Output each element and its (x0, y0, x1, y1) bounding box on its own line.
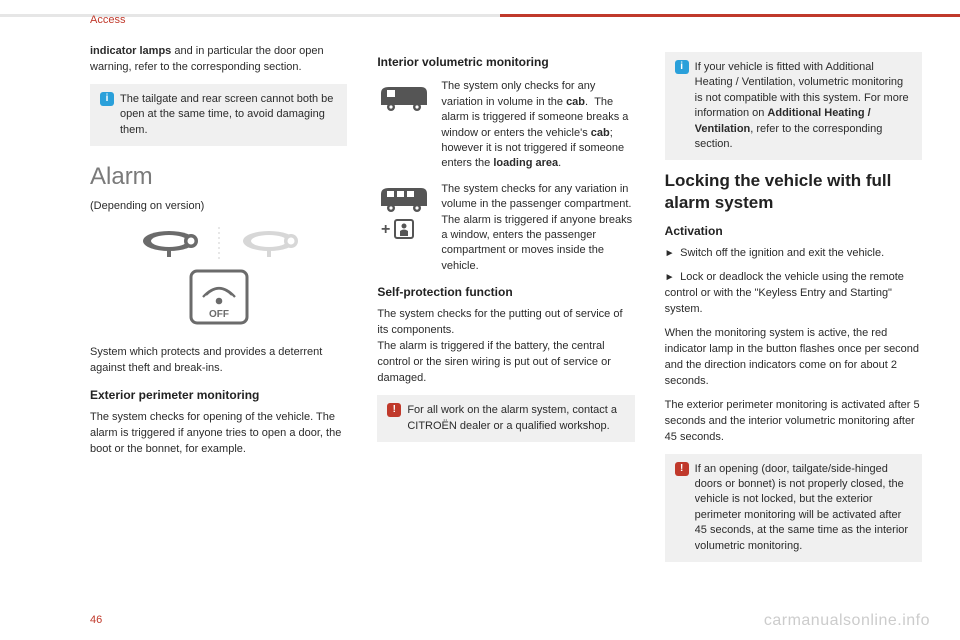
column-2: Interior volumetric monitoring The syste… (377, 44, 634, 572)
topline-red (500, 14, 960, 17)
info-text: The tailgate and rear screen cannot both… (120, 92, 337, 138)
passenger-desc: The system checks for any variation in v… (441, 182, 634, 274)
van-passenger-icon: + (377, 182, 431, 274)
activation-bullet-2: ► Lock or deadlock the vehicle using the… (665, 270, 922, 318)
lead-text: indicator lamps and in particular the do… (90, 44, 347, 76)
alarm-figure: OFF (90, 223, 347, 333)
warn-text: For all work on the alarm system, contac… (407, 403, 624, 434)
warn-icon: ! (387, 403, 401, 417)
watermark: carmanualsonline.info (764, 612, 930, 630)
content-columns: indicator lamps and in particular the do… (0, 0, 960, 572)
warn-text: If an opening (door, tailgate/side-hinge… (695, 462, 912, 554)
info-box-tailgate: i The tailgate and rear screen cannot bo… (90, 84, 347, 146)
bullet-2-text: Lock or deadlock the vehicle using the r… (665, 271, 904, 315)
self-title: Self-protection function (377, 284, 634, 301)
activation-title: Activation (665, 223, 922, 240)
svg-text:OFF: OFF (209, 309, 229, 320)
section-header: Access (90, 14, 125, 26)
van-cab-icon (377, 79, 431, 171)
interior-title: Interior volumetric monitoring (377, 54, 634, 71)
alarm-subtitle: (Depending on version) (90, 199, 347, 215)
info-text: If your vehicle is fitted with Additiona… (695, 60, 912, 152)
warn-box-workshop: ! For all work on the alarm system, cont… (377, 395, 634, 442)
locking-title: Locking the vehicle with full alarm syst… (665, 170, 922, 213)
column-1: indicator lamps and in particular the do… (90, 44, 347, 572)
info-icon: i (675, 60, 689, 74)
alarm-desc: System which protects and provides a det… (90, 345, 347, 377)
info-box-heating: i If your vehicle is fitted with Additio… (665, 52, 922, 160)
page-number: 46 (90, 614, 102, 626)
activation-p1: When the monitoring system is active, th… (665, 326, 922, 390)
info-icon: i (100, 92, 114, 106)
cab-desc: The system only checks for any variation… (441, 79, 634, 171)
exterior-desc: The system checks for opening of the veh… (90, 410, 347, 458)
svg-text:+: + (381, 221, 390, 238)
topline-gray (0, 14, 500, 17)
warn-box-opening: ! If an opening (door, tailgate/side-hin… (665, 454, 922, 562)
column-3: i If your vehicle is fitted with Additio… (665, 44, 922, 572)
icon-row-cab: The system only checks for any variation… (377, 79, 634, 171)
exterior-title: Exterior perimeter monitoring (90, 387, 347, 404)
activation-p2: The exterior perimeter monitoring is act… (665, 398, 922, 446)
warn-icon: ! (675, 462, 689, 476)
activation-bullet-1: ► Switch off the ignition and exit the v… (665, 246, 922, 262)
alarm-title: Alarm (90, 160, 347, 195)
top-bar (0, 0, 960, 28)
bullet-1-text: Switch off the ignition and exit the veh… (680, 247, 884, 259)
self-desc: The system checks for the putting out of… (377, 307, 634, 387)
icon-row-passenger: + The system checks for any variation in… (377, 182, 634, 274)
